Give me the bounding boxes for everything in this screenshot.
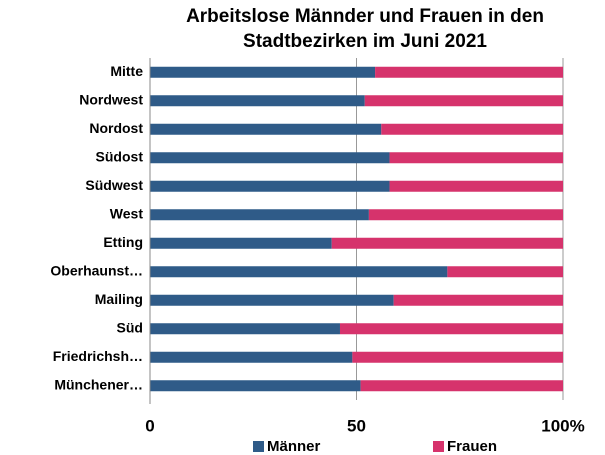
bar-segment: [150, 95, 365, 107]
y-tick-label: Nordwest: [79, 91, 143, 107]
y-tick-label: Mitte: [110, 63, 143, 79]
bar-segment: [150, 351, 353, 363]
bar-segment: [447, 266, 563, 278]
y-tick-label: Südost: [96, 148, 144, 164]
y-tick-label: Süd: [117, 319, 143, 335]
bar-segment: [381, 123, 563, 135]
y-tick-label: West: [110, 205, 144, 221]
bar-segment: [150, 209, 369, 221]
x-tick-label: 50: [347, 416, 366, 435]
x-tick-label: 0: [145, 416, 154, 435]
bar-segment: [360, 380, 563, 392]
bar-segment: [389, 152, 563, 164]
bar-segment: [368, 209, 563, 221]
y-tick-label: Münchener…: [54, 376, 143, 392]
y-tick-label: Etting: [103, 234, 143, 250]
y-tick-label: Mailing: [95, 291, 143, 307]
x-tick-label: 100%: [541, 416, 584, 435]
legend-label: Frauen: [447, 438, 497, 455]
bar-segment: [150, 180, 390, 192]
y-tick-label: Oberhaunst…: [50, 262, 143, 278]
bar-segment: [150, 294, 394, 306]
bar-segment: [150, 323, 340, 335]
bar-segment: [331, 237, 563, 249]
y-tick-label: Friedrichsh…: [53, 348, 143, 364]
y-tick-label: Nordost: [89, 120, 143, 136]
legend-swatch: [253, 441, 264, 452]
bar-segment: [150, 380, 361, 392]
y-tick-label: Südwest: [85, 177, 143, 193]
bar-segment: [339, 323, 563, 335]
bar-segment: [150, 123, 382, 135]
bar-segment: [364, 95, 563, 107]
chart-title: Arbeitslose Männder und Frauen in den St…: [186, 6, 544, 52]
legend-label: Männer: [267, 438, 321, 455]
bar-segment: [150, 152, 390, 164]
bar-segment: [150, 237, 332, 249]
bar-segment: [150, 66, 376, 78]
bar-segment: [375, 66, 563, 78]
bar-segment: [389, 180, 563, 192]
legend-swatch: [433, 441, 444, 452]
bar-segment: [393, 294, 563, 306]
bar-segment: [352, 351, 563, 363]
bar-segment: [150, 266, 448, 278]
